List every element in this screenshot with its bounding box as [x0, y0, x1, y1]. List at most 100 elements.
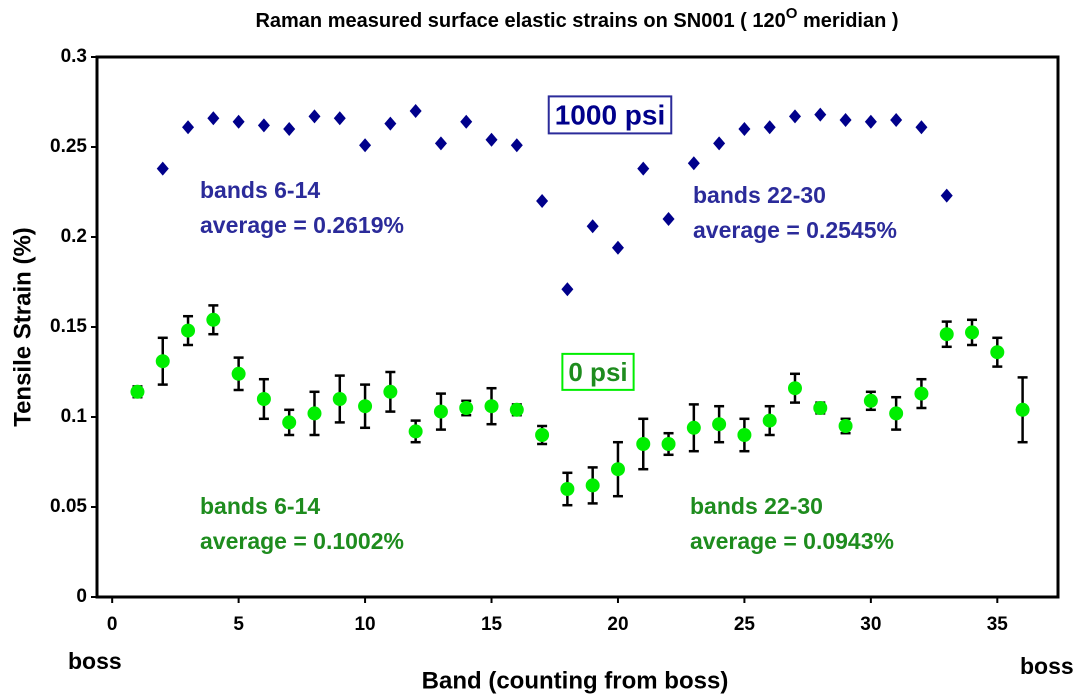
point — [712, 417, 727, 432]
point — [231, 366, 246, 381]
point — [610, 462, 625, 477]
point — [308, 109, 321, 124]
point — [738, 122, 751, 136]
y-tick-label: 0.2 — [61, 226, 87, 247]
point — [965, 325, 980, 340]
y-tick-label: 0.3 — [61, 46, 87, 67]
point — [433, 404, 448, 419]
point — [788, 109, 801, 124]
point — [535, 428, 550, 442]
annotation: boss — [68, 648, 122, 674]
point — [915, 120, 928, 135]
annotation: bands 22-30 — [693, 182, 826, 208]
point — [838, 419, 853, 433]
x-tick-label: 15 — [481, 614, 503, 635]
point — [561, 282, 574, 297]
x-tick-label: 30 — [860, 614, 881, 635]
point — [737, 428, 752, 442]
point — [1015, 402, 1030, 417]
point — [155, 354, 170, 369]
point — [814, 107, 827, 122]
x-tick-label: 20 — [607, 614, 628, 635]
y-tick-label: 0.1 — [61, 406, 88, 427]
x-tick-label: 5 — [233, 614, 244, 635]
point — [687, 156, 700, 171]
point — [914, 386, 929, 401]
point — [384, 116, 397, 131]
point — [713, 136, 726, 151]
point — [586, 219, 599, 234]
point — [282, 415, 297, 430]
series-label: 0 psi — [568, 357, 627, 387]
point — [864, 114, 877, 129]
x-tick-label: 25 — [734, 614, 756, 635]
point — [662, 212, 675, 226]
y-tick-label: 0.25 — [50, 136, 87, 157]
title-superscript: O — [786, 5, 798, 22]
point — [333, 111, 346, 126]
chart-title: Raman measured surface elastic strains o… — [255, 5, 898, 32]
point — [484, 399, 499, 414]
point — [182, 120, 195, 135]
point — [434, 136, 447, 151]
y-axis-label: Tensile Strain (%) — [9, 227, 36, 427]
point — [509, 402, 524, 417]
point — [787, 381, 802, 396]
point — [156, 161, 169, 176]
point — [256, 392, 271, 406]
point — [762, 413, 777, 428]
point — [611, 240, 624, 255]
point — [283, 122, 296, 136]
point — [408, 424, 423, 439]
y-tick-label: 0.15 — [50, 316, 87, 337]
series-label-box — [547, 95, 673, 135]
point — [383, 384, 398, 399]
annotation: average = 0.2619% — [200, 212, 404, 238]
point — [536, 194, 549, 208]
point — [409, 104, 422, 118]
point — [307, 406, 322, 421]
point — [232, 114, 245, 129]
point — [359, 138, 372, 153]
point — [889, 406, 904, 421]
point — [459, 401, 474, 415]
point — [661, 437, 676, 451]
point — [763, 120, 776, 135]
y-tick-label: 0.05 — [50, 496, 87, 517]
x-tick-label: 0 — [107, 614, 118, 635]
annotation: average = 0.0943% — [690, 528, 894, 554]
point — [485, 132, 498, 147]
point — [990, 345, 1005, 360]
point — [636, 437, 651, 451]
point — [585, 478, 600, 493]
point — [939, 327, 954, 342]
point — [863, 393, 878, 408]
point — [686, 420, 701, 435]
annotation: average = 0.1002% — [200, 528, 404, 554]
point — [332, 392, 347, 406]
title-main: Raman measured surface elastic strains o… — [255, 10, 785, 32]
annotation: average = 0.2545% — [693, 217, 897, 243]
x-tick-label: 35 — [987, 614, 1009, 635]
series-label-box — [561, 352, 635, 391]
point — [181, 323, 196, 338]
point — [813, 401, 828, 415]
point — [637, 161, 650, 176]
point — [890, 113, 903, 127]
point — [940, 188, 953, 203]
point — [207, 111, 220, 126]
y-tick-label: 0 — [76, 586, 87, 607]
title-end: meridian ) — [797, 10, 898, 32]
point — [206, 312, 221, 327]
x-axis-label: Band (counting from boss) — [422, 667, 729, 694]
x-tick-label: 10 — [354, 614, 375, 635]
point — [460, 114, 473, 129]
point — [358, 399, 373, 414]
point — [257, 118, 270, 133]
point — [839, 113, 852, 127]
annotation: boss — [1020, 653, 1074, 679]
annotation: bands 22-30 — [690, 493, 823, 519]
annotation: bands 6-14 — [200, 177, 320, 203]
series-label: 1000 psi — [555, 99, 666, 130]
